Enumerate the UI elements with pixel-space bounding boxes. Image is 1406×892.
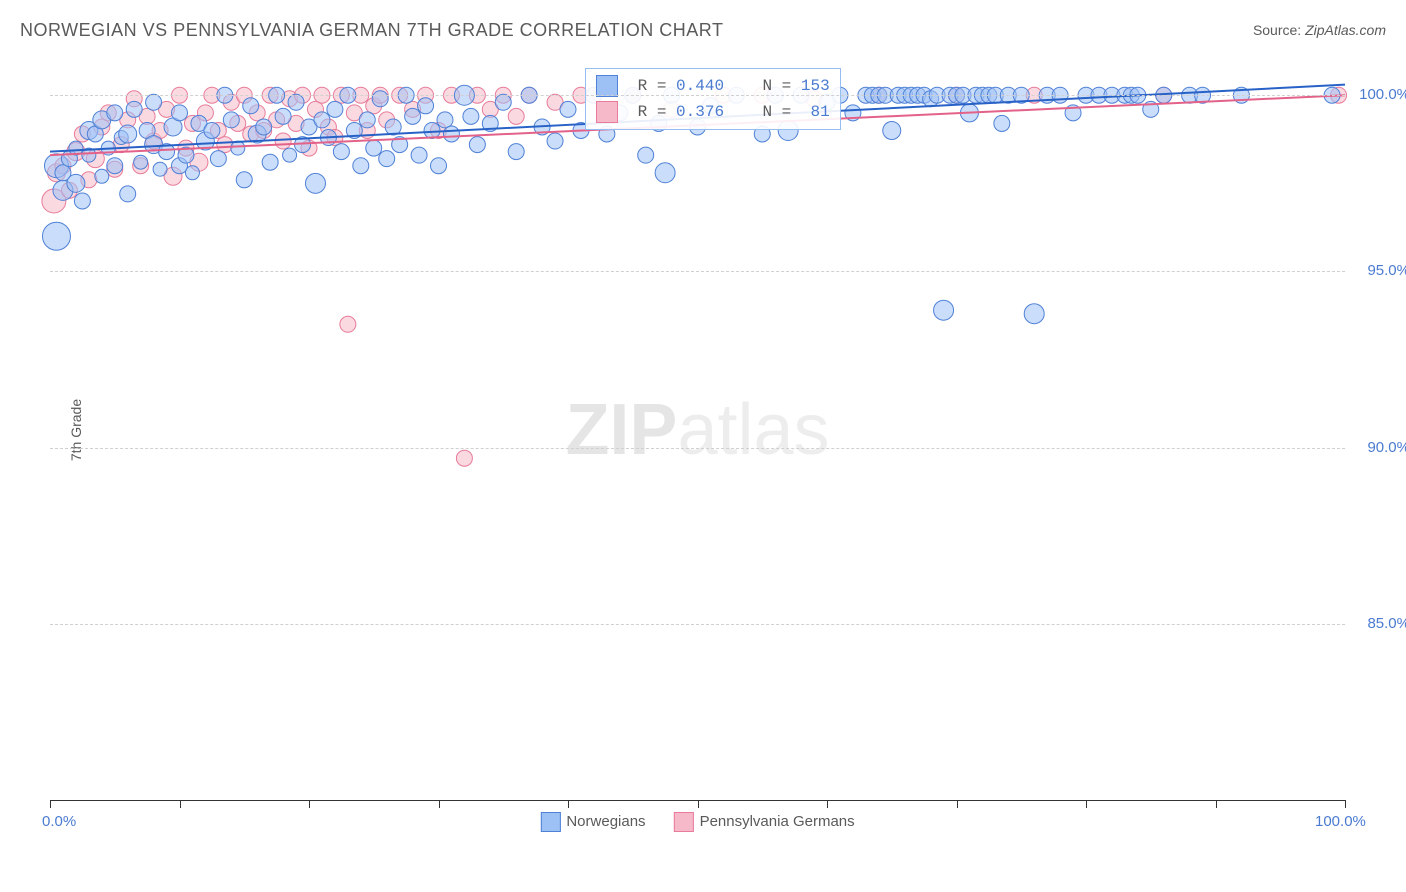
data-point: [275, 133, 291, 149]
n-label: N =: [762, 77, 791, 95]
stats-row-pa-germans: R = 0.376 N = 81: [596, 99, 830, 125]
n-label: N =: [762, 103, 791, 121]
swatch-norwegians: [596, 75, 618, 97]
data-point: [74, 193, 90, 209]
x-tick-label: 0.0%: [42, 813, 76, 830]
data-point: [146, 94, 162, 110]
data-point: [379, 151, 395, 167]
x-tick-label: 100.0%: [1315, 813, 1366, 830]
data-point: [243, 98, 259, 114]
data-point: [134, 155, 148, 169]
source-name: ZipAtlas.com: [1305, 22, 1386, 38]
data-point: [288, 94, 304, 110]
data-point: [469, 137, 485, 153]
data-point: [655, 163, 675, 183]
stats-box: R = 0.440 N = 153 R = 0.376 N = 81: [585, 68, 841, 130]
legend-swatch-pa-germans: [674, 812, 694, 832]
data-point: [204, 122, 220, 138]
data-point: [883, 121, 901, 139]
data-point: [443, 126, 459, 142]
y-tick-label: 95.0%: [1367, 262, 1406, 279]
data-point: [353, 158, 369, 174]
data-point: [231, 141, 245, 155]
data-point: [172, 105, 188, 121]
data-point: [340, 316, 356, 332]
data-point: [405, 108, 421, 124]
data-point: [994, 115, 1010, 131]
data-point: [366, 140, 382, 156]
data-point: [126, 101, 142, 117]
data-point: [305, 173, 325, 193]
source-attribution: Source: ZipAtlas.com: [1253, 22, 1386, 38]
r-value-pa-germans: 0.376: [676, 103, 724, 121]
y-tick-label: 85.0%: [1367, 615, 1406, 632]
data-point: [385, 119, 401, 135]
data-point: [217, 137, 233, 153]
scatter-svg: [50, 60, 1345, 800]
data-point: [120, 186, 136, 202]
y-tick-label: 90.0%: [1367, 439, 1406, 456]
chart-title: NORWEGIAN VS PENNSYLVANIA GERMAN 7TH GRA…: [20, 20, 723, 41]
data-point: [327, 101, 343, 117]
scatter-plot: 7th Grade ZIPatlas R = 0.440 N = 153 R =…: [50, 60, 1345, 801]
data-point: [372, 91, 388, 107]
legend: Norwegians Pennsylvania Germans: [540, 812, 854, 832]
n-value-norwegians: 153: [801, 77, 830, 95]
data-point: [223, 112, 239, 128]
legend-swatch-norwegians: [540, 812, 560, 832]
legend-label-norwegians: Norwegians: [566, 813, 645, 830]
data-point: [508, 144, 524, 160]
data-point: [359, 112, 375, 128]
data-point: [1024, 304, 1044, 324]
y-tick-label: 100.0%: [1359, 86, 1406, 103]
data-point: [236, 172, 252, 188]
swatch-pa-germans: [596, 101, 618, 123]
data-point: [185, 166, 199, 180]
r-value-norwegians: 0.440: [676, 77, 724, 95]
data-point: [495, 94, 511, 110]
data-point: [107, 158, 123, 174]
data-point: [275, 108, 291, 124]
r-label: R =: [638, 77, 667, 95]
data-point: [42, 222, 70, 250]
data-point: [934, 300, 954, 320]
data-point: [411, 147, 427, 163]
data-point: [418, 98, 434, 114]
data-point: [67, 174, 85, 192]
data-point: [463, 108, 479, 124]
data-point: [314, 112, 330, 128]
data-point: [153, 162, 167, 176]
r-label: R =: [638, 103, 667, 121]
data-point: [333, 144, 349, 160]
data-point: [283, 148, 297, 162]
legend-item-norwegians: Norwegians: [540, 812, 645, 832]
chart-header: NORWEGIAN VS PENNSYLVANIA GERMAN 7TH GRA…: [20, 10, 1386, 50]
data-point: [547, 133, 563, 149]
data-point: [210, 151, 226, 167]
data-point: [119, 125, 137, 143]
data-point: [508, 108, 524, 124]
data-point: [256, 119, 272, 135]
data-point: [638, 147, 654, 163]
data-point: [560, 101, 576, 117]
data-point: [437, 112, 453, 128]
source-prefix: Source:: [1253, 22, 1305, 38]
legend-item-pa-germans: Pennsylvania Germans: [674, 812, 855, 832]
data-point: [107, 105, 123, 121]
data-point: [95, 169, 109, 183]
data-point: [456, 450, 472, 466]
data-point: [424, 122, 440, 138]
data-point: [431, 158, 447, 174]
n-value-pa-germans: 81: [801, 103, 830, 121]
data-point: [262, 154, 278, 170]
legend-label-pa-germans: Pennsylvania Germans: [700, 813, 855, 830]
